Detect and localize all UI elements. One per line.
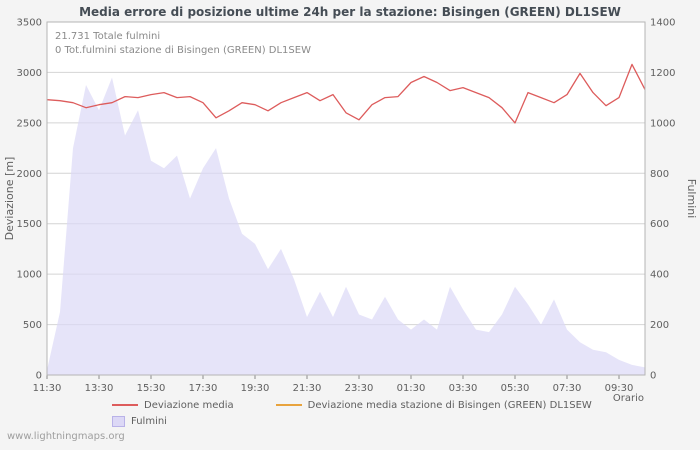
left-axis-tick-label: 500 <box>23 320 42 331</box>
left-axis-tick-label: 3500 <box>17 18 42 29</box>
x-axis-title: Orario <box>612 393 644 404</box>
left-axis-tick-label: 1000 <box>17 270 42 281</box>
x-axis-tick-label: 23:30 <box>345 383 374 394</box>
legend-row-1: Deviazione media Deviazione media stazio… <box>112 397 592 413</box>
x-axis-tick-label: 01:30 <box>397 383 426 394</box>
right-axis-tick-label: 1200 <box>650 68 675 79</box>
left-axis-tick-label: 2000 <box>17 169 42 180</box>
x-axis-tick-label: 21:30 <box>293 383 322 394</box>
right-axis-tick-label: 400 <box>650 270 669 281</box>
x-axis-tick-label: 05:30 <box>501 383 530 394</box>
left-axis-tick-label: 2500 <box>17 118 42 129</box>
right-axis-tick-label: 200 <box>650 320 669 331</box>
right-axis-tick-label: 800 <box>650 169 669 180</box>
x-axis-tick-label: 09:30 <box>605 383 634 394</box>
watermark: www.lightningmaps.org <box>7 431 125 442</box>
right-axis-title: Fulmini <box>685 179 698 219</box>
right-axis-tick-label: 600 <box>650 219 669 230</box>
x-axis-tick-label: 19:30 <box>241 383 270 394</box>
legend-swatch-lavender-box-icon <box>112 415 125 427</box>
plot-border <box>46 21 646 376</box>
legend-swatch-orange-line-icon <box>275 404 302 406</box>
x-axis-tick-label: 17:30 <box>189 383 218 394</box>
right-axis-tick-label: 1000 <box>650 118 675 129</box>
right-axis-tick-label: 1400 <box>650 18 675 29</box>
x-axis-tick-label: 11:30 <box>33 383 62 394</box>
x-axis-tick-label: 13:30 <box>85 383 114 394</box>
legend: Deviazione media Deviazione media stazio… <box>112 397 592 429</box>
right-axis-tick-label: 0 <box>650 371 656 382</box>
chart-title: Media errore di posizione ultime 24h per… <box>79 5 621 19</box>
left-axis-tick-label: 0 <box>36 371 42 382</box>
legend-label-deviazione-media: Deviazione media <box>144 399 234 411</box>
x-axis-tick-label: 07:30 <box>553 383 582 394</box>
left-axis-title: Deviazione [m] <box>3 157 16 241</box>
legend-label-deviazione-stazione: Deviazione media stazione di Bisingen (G… <box>307 399 592 411</box>
left-axis-tick-label: 1500 <box>17 219 42 230</box>
legend-item-deviazione-media: Deviazione media <box>112 400 234 411</box>
legend-item-deviazione-stazione: Deviazione media stazione di Bisingen (G… <box>275 399 592 411</box>
legend-swatch-red-line-icon <box>112 404 138 406</box>
x-axis-tick-label: 15:30 <box>137 383 166 394</box>
x-axis-tick-label: 03:30 <box>449 383 478 394</box>
series-area-fulmini <box>47 77 645 375</box>
series-line-deviazione <box>46 63 646 124</box>
legend-label-fulmini: Fulmini <box>131 415 167 427</box>
annotation-station-lightning: 0 Tot.fulmini stazione di Bisingen (GREE… <box>55 45 311 56</box>
left-axis-tick-label: 3000 <box>17 68 42 79</box>
legend-row-2: Fulmini <box>112 413 592 429</box>
annotation-total-lightning: 21.731 Totale fulmini <box>55 31 161 42</box>
legend-item-fulmini: Fulmini <box>112 415 167 427</box>
